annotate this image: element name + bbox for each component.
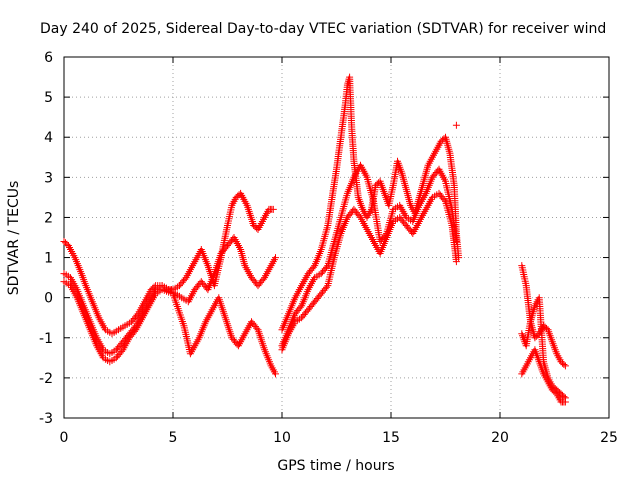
series	[278, 189, 460, 354]
series-markers	[452, 121, 460, 129]
series	[518, 294, 569, 402]
series	[60, 278, 279, 378]
series-markers	[278, 161, 460, 350]
series-markers	[518, 346, 569, 406]
series	[452, 121, 460, 129]
series-markers	[518, 294, 569, 402]
series-markers	[278, 73, 463, 334]
plot-frame	[63, 56, 610, 419]
series-markers	[278, 189, 460, 354]
y-tick-label: 3	[44, 170, 53, 186]
series	[518, 346, 569, 406]
x-axis-label: GPS time / hours	[277, 458, 394, 474]
data-series	[60, 73, 569, 406]
series-markers	[60, 278, 279, 378]
y-tick-label: 2	[44, 210, 53, 226]
x-tick-label: 25	[600, 430, 618, 446]
x-tick-label: 10	[273, 430, 291, 446]
x-tick-label: 15	[382, 430, 400, 446]
y-tick-label: 1	[44, 251, 53, 267]
series	[278, 161, 460, 350]
y-tick-label: 6	[44, 50, 53, 66]
x-tick-label: 0	[60, 430, 69, 446]
y-tick-label: 0	[44, 291, 53, 307]
y-tick-label: -3	[39, 411, 53, 427]
y-tick-label: 4	[44, 130, 53, 146]
series-markers	[60, 189, 277, 338]
series	[278, 73, 463, 334]
series	[60, 189, 277, 338]
y-tick-label: 5	[44, 90, 53, 106]
x-tick-label: 5	[169, 430, 178, 446]
axis-ticks: 0 5 10 15 20 25 -3 -2 -1 0 1 2 3 4 5 6	[39, 50, 618, 446]
chart-title: Day 240 of 2025, Sidereal Day-to-day VTE…	[40, 21, 606, 37]
x-tick-label: 20	[491, 430, 509, 446]
y-tick-label: -2	[39, 371, 53, 387]
y-axis-label: SDTVAR / TECUs	[6, 181, 22, 296]
y-tick-label: -1	[39, 331, 53, 347]
